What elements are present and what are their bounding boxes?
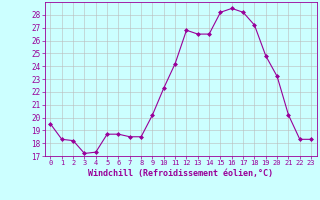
X-axis label: Windchill (Refroidissement éolien,°C): Windchill (Refroidissement éolien,°C): [88, 169, 273, 178]
